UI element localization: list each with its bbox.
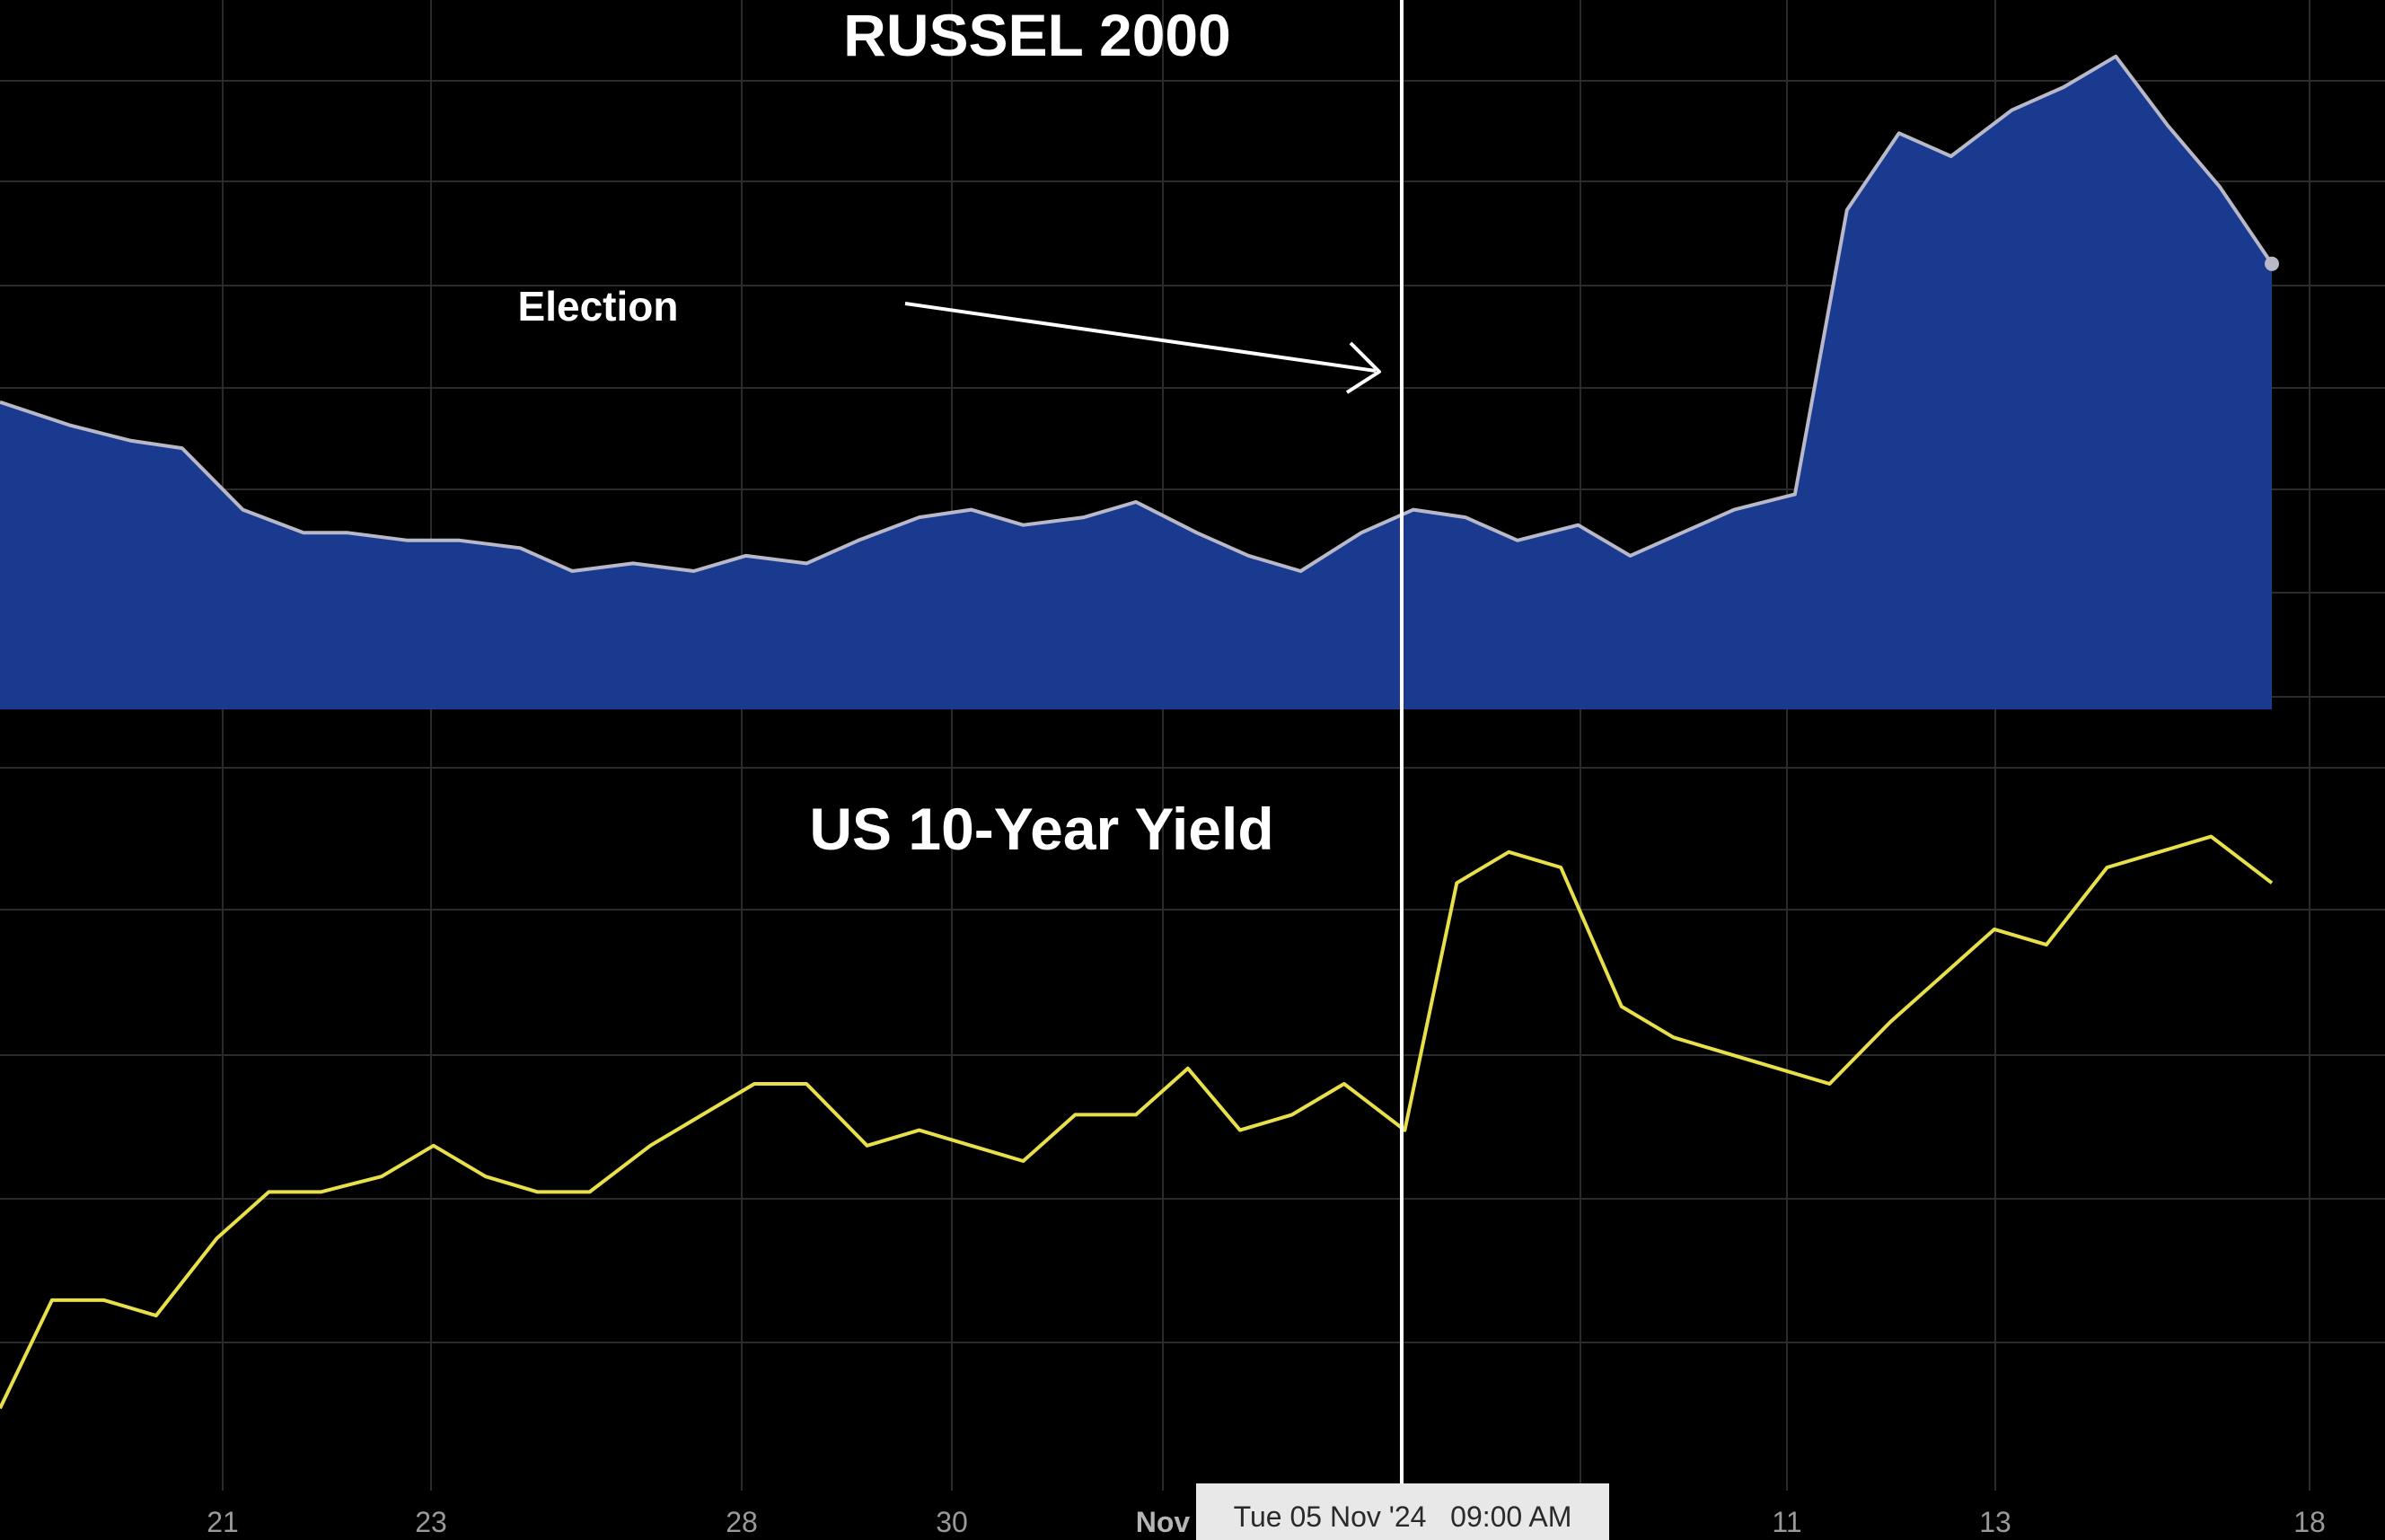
crosshair-label: Tue 05 Nov '24 09:00 AM xyxy=(1234,1500,1572,1533)
yield-line-series xyxy=(0,834,2274,1410)
x-tick-13: 13 xyxy=(1979,1506,2011,1538)
election-arrow-head xyxy=(1345,341,1381,394)
election-annotation: Election xyxy=(518,283,679,330)
crosshair-label-box xyxy=(1196,1483,1609,1540)
crosshair: Tue 05 Nov '24 09:00 AM xyxy=(904,0,1609,1540)
russell-line xyxy=(0,54,2274,573)
x-tick-21: 21 xyxy=(207,1506,239,1538)
x-tick-23: 23 xyxy=(415,1506,447,1538)
x-axis: 21 23 28 30 Nov 11 13 18 xyxy=(207,1506,2326,1538)
text-labels: RUSSEL 2000 US 10-Year Yield Election xyxy=(518,2,1274,862)
election-arrow-shaft xyxy=(904,302,1377,373)
yield-line xyxy=(0,834,2274,1410)
yield-title: US 10-Year Yield xyxy=(809,796,1273,862)
x-tick-11: 11 xyxy=(1772,1506,1801,1538)
russell-area-series xyxy=(0,54,2279,710)
x-tick-28: 28 xyxy=(726,1506,758,1538)
x-tick-nov: Nov xyxy=(1136,1506,1191,1538)
x-tick-18: 18 xyxy=(2293,1506,2326,1538)
x-tick-30: 30 xyxy=(936,1506,968,1538)
russell-title: RUSSEL 2000 xyxy=(843,2,1231,68)
russell-area-fill xyxy=(0,56,2272,710)
russell-last-point xyxy=(2265,256,2279,271)
